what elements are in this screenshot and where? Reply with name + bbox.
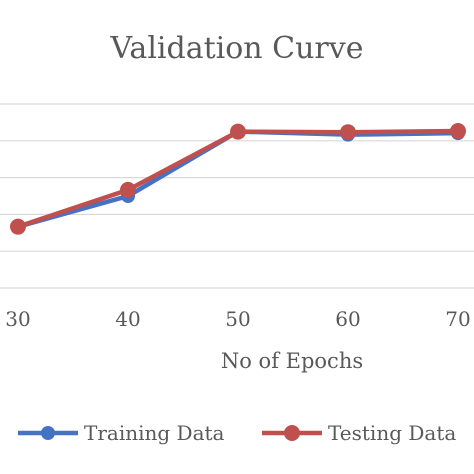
data-point bbox=[450, 122, 466, 139]
legend-item: Training Data bbox=[18, 421, 225, 445]
data-point bbox=[120, 181, 136, 198]
x-tick-label: 60 bbox=[335, 307, 360, 331]
legend-label: Training Data bbox=[84, 421, 225, 445]
x-tick-labels: 30 40 50 60 70 bbox=[5, 307, 470, 331]
x-tick-label: 70 bbox=[445, 307, 470, 331]
gridlines bbox=[0, 103, 474, 289]
x-tick-label: 40 bbox=[115, 307, 140, 331]
series-layer bbox=[10, 122, 466, 235]
x-tick-label: 30 bbox=[5, 307, 30, 331]
chart-title: Validation Curve bbox=[110, 31, 364, 66]
x-axis-label: No of Epochs bbox=[221, 349, 363, 373]
series-testing-data bbox=[10, 122, 466, 235]
series-line bbox=[15, 128, 461, 229]
legend: Training Data Testing Data bbox=[18, 421, 456, 445]
data-point bbox=[340, 124, 356, 141]
data-point bbox=[230, 123, 246, 140]
legend-item: Testing Data bbox=[262, 421, 456, 445]
x-tick-label: 50 bbox=[225, 307, 250, 331]
series-line bbox=[15, 129, 461, 229]
data-point bbox=[10, 218, 26, 235]
legend-marker bbox=[284, 425, 300, 441]
legend-label: Testing Data bbox=[328, 421, 456, 445]
legend-marker bbox=[41, 426, 55, 440]
